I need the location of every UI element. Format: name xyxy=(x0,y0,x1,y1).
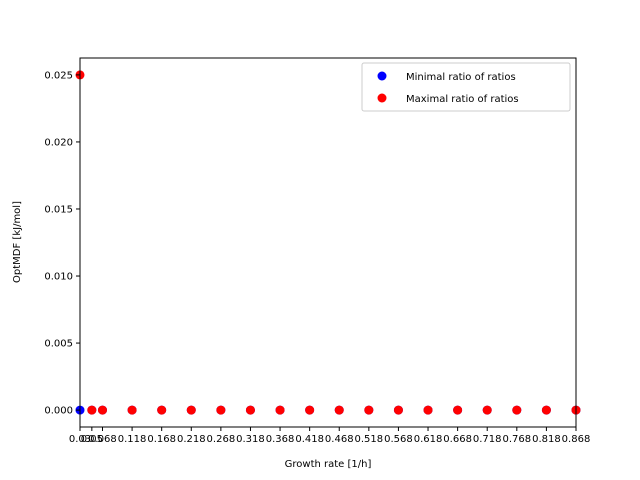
legend-marker-maximal xyxy=(377,93,387,103)
series-minimal-points xyxy=(75,405,581,415)
data-point xyxy=(423,405,433,415)
y-tick-label: 0.025 xyxy=(44,70,73,81)
y-axis-label: OptMDF [kJ/mol] xyxy=(12,201,23,283)
data-point xyxy=(393,405,403,415)
x-tick-label: 0.118 xyxy=(118,434,147,445)
series-maximal-points xyxy=(75,70,581,415)
y-axis: 0.000 0.005 0.010 0.015 0.020 0.025 xyxy=(44,70,80,417)
x-tick-label: 0.368 xyxy=(266,434,295,445)
data-point xyxy=(186,405,196,415)
x-axis: 0.030.050.068 0.118 0.168 0.218 0.268 0.318 0.… xyxy=(69,427,590,445)
x-tick-label: 0.668 xyxy=(443,434,472,445)
data-point xyxy=(541,405,551,415)
data-point xyxy=(334,405,344,415)
plot-frame xyxy=(79,57,577,428)
x-axis-label: Growth rate [1/h] xyxy=(285,459,372,470)
data-point xyxy=(97,405,107,415)
x-tick-label: 0.468 xyxy=(325,434,354,445)
legend-box xyxy=(361,62,571,112)
x-tick-label: 0.05 xyxy=(81,434,103,445)
x-tick-label: 0.068 xyxy=(88,434,117,445)
x-tick-label: 0.168 xyxy=(147,434,176,445)
x-tick-label: 0.818 xyxy=(532,434,561,445)
x-tick-label: 0.768 xyxy=(502,434,531,445)
data-point xyxy=(275,405,285,415)
y-tick-label: 0.005 xyxy=(44,339,73,350)
x-tick-label: 0.268 xyxy=(207,434,236,445)
data-point xyxy=(512,405,522,415)
data-point xyxy=(127,405,137,415)
data-point xyxy=(482,405,492,415)
x-tick-label: 0.318 xyxy=(236,434,265,445)
data-point xyxy=(453,405,463,415)
x-tick-label: 0.618 xyxy=(414,434,443,445)
x-tick-label: 0.218 xyxy=(177,434,206,445)
data-point xyxy=(364,405,374,415)
legend-label-minimal: Minimal ratio of ratios xyxy=(406,72,516,83)
x-tick-label: 0.418 xyxy=(295,434,324,445)
data-point xyxy=(245,405,255,415)
y-tick-label: 0.010 xyxy=(44,272,73,283)
y-tick-label: 0.000 xyxy=(44,406,73,417)
y-tick-label: 0.020 xyxy=(44,137,73,148)
legend-label-maximal: Maximal ratio of ratios xyxy=(406,94,519,105)
data-point xyxy=(305,405,315,415)
x-tick-label: 0.568 xyxy=(384,434,413,445)
x-tick-label: 0.03 xyxy=(69,434,91,445)
data-point xyxy=(157,405,167,415)
x-tick-label: 0.718 xyxy=(473,434,502,445)
x-tick-label: 0.868 xyxy=(562,434,591,445)
marks-layer xyxy=(75,70,581,415)
legend-marker-minimal xyxy=(377,71,387,81)
x-tick-label: 0.518 xyxy=(355,434,384,445)
data-point xyxy=(216,405,226,415)
y-tick-label: 0.015 xyxy=(44,204,73,215)
data-point xyxy=(87,405,97,415)
legend: Minimal ratio of ratios Maximal ratio of… xyxy=(361,62,571,112)
